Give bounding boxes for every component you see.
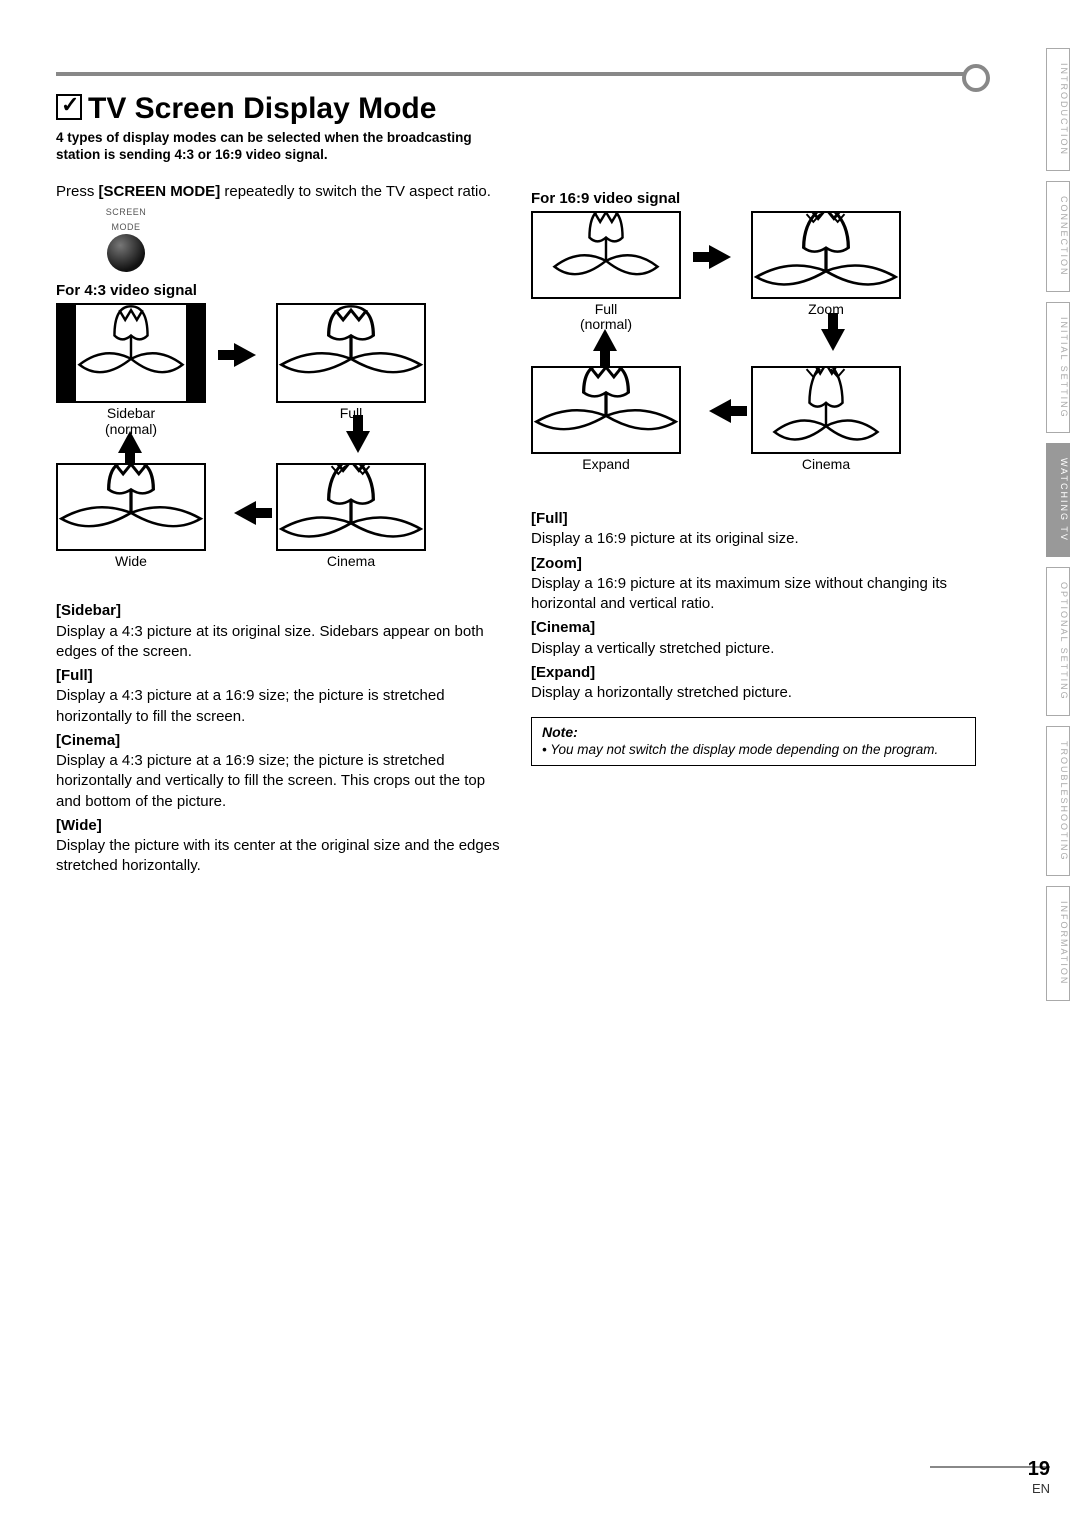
desc-block-16-9: [Full]Display a 16:9 picture at its orig… bbox=[531, 509, 976, 703]
right-column: For 16:9 video signal Full(normal) Zoom bbox=[531, 182, 976, 877]
intro-para: Press [SCREEN MODE] repeatedly to switch… bbox=[56, 182, 501, 202]
mode-sublabel: (normal) bbox=[56, 422, 206, 437]
mode-frame bbox=[56, 303, 206, 403]
screen-mode-button-graphic: SCREEN MODE bbox=[96, 208, 156, 272]
cycle-diagram-4-3: Sidebar(normal) Full Wide Cinem bbox=[56, 303, 456, 593]
desc-block-4-3: [Sidebar]Display a 4:3 picture at its or… bbox=[56, 601, 501, 876]
mode-sublabel: (normal) bbox=[531, 317, 681, 332]
arrow-right-icon bbox=[709, 245, 731, 269]
page-lang: EN bbox=[1028, 1481, 1050, 1496]
desc-text: Display a horizontally stretched picture… bbox=[531, 683, 976, 703]
arrow-down-icon bbox=[346, 431, 370, 453]
desc-text: Display a vertically stretched picture. bbox=[531, 639, 976, 659]
desc-heading: [Full] bbox=[531, 509, 976, 529]
mode-label: Expand bbox=[531, 457, 681, 472]
desc-heading: [Full] bbox=[56, 666, 501, 686]
arrow-down-icon bbox=[821, 329, 845, 351]
mode-wide: Wide bbox=[56, 463, 206, 569]
header-rule bbox=[56, 72, 976, 76]
mode-label: Sidebar bbox=[56, 406, 206, 421]
desc-text: Display a 16:9 picture at its original s… bbox=[531, 529, 976, 549]
mode-cinema: Cinema bbox=[751, 366, 901, 472]
mode-label: Wide bbox=[56, 554, 206, 569]
desc-text: Display a 4:3 picture at a 16:9 size; th… bbox=[56, 686, 501, 727]
left-column: Press [SCREEN MODE] repeatedly to switch… bbox=[56, 182, 501, 877]
button-label-line2: MODE bbox=[96, 223, 156, 232]
mode-cinema: Cinema bbox=[276, 463, 426, 569]
page-title: TV Screen Display Mode bbox=[56, 92, 436, 126]
page-number: 19 bbox=[1028, 1458, 1050, 1481]
desc-text: Display a 16:9 picture at its maximum si… bbox=[531, 574, 976, 615]
note-list: You may not switch the display mode depe… bbox=[542, 742, 965, 757]
mode-frame bbox=[56, 463, 206, 551]
left-heading: For 4:3 video signal bbox=[56, 282, 501, 299]
button-label-line1: SCREEN bbox=[96, 208, 156, 217]
page-title-text: TV Screen Display Mode bbox=[88, 92, 436, 125]
desc-heading: [Cinema] bbox=[56, 731, 501, 751]
desc-heading: [Zoom] bbox=[531, 554, 976, 574]
side-tab-troubleshooting[interactable]: TROUBLESHOOTING bbox=[1046, 726, 1070, 877]
desc-text: Display a 4:3 picture at its original si… bbox=[56, 622, 501, 663]
note-item: You may not switch the display mode depe… bbox=[554, 742, 965, 757]
content-columns: Press [SCREEN MODE] repeatedly to switch… bbox=[56, 182, 976, 877]
mode-full: Full(normal) bbox=[531, 211, 681, 333]
mode-frame bbox=[276, 303, 426, 403]
desc-text: Display the picture with its center at t… bbox=[56, 836, 501, 877]
arrow-left-icon bbox=[709, 399, 731, 423]
mode-frame bbox=[531, 366, 681, 454]
mode-frame bbox=[751, 211, 901, 299]
mode-label: Zoom bbox=[751, 302, 901, 317]
mode-frame bbox=[751, 366, 901, 454]
side-tab-optional-setting[interactable]: OPTIONAL SETTING bbox=[1046, 567, 1070, 716]
desc-heading: [Wide] bbox=[56, 816, 501, 836]
side-tab-initial-setting[interactable]: INITIAL SETTING bbox=[1046, 302, 1070, 434]
page-lede: 4 types of display modes can be selected… bbox=[56, 130, 516, 164]
mode-expand: Expand bbox=[531, 366, 681, 472]
mode-label: Full bbox=[531, 302, 681, 317]
arrow-left-icon bbox=[234, 501, 256, 525]
cycle-diagram-16-9: Full(normal) Zoom Expand bbox=[531, 211, 931, 501]
desc-text: Display a 4:3 picture at a 16:9 size; th… bbox=[56, 751, 501, 812]
mode-zoom: Zoom bbox=[751, 211, 901, 317]
desc-heading: [Sidebar] bbox=[56, 601, 501, 621]
mode-label: Full bbox=[276, 406, 426, 421]
desc-heading: [Expand] bbox=[531, 663, 976, 683]
note-box: Note: You may not switch the display mod… bbox=[531, 717, 976, 766]
mode-frame bbox=[276, 463, 426, 551]
checkbox-icon bbox=[56, 94, 82, 120]
mode-full: Full bbox=[276, 303, 426, 421]
desc-heading: [Cinema] bbox=[531, 618, 976, 638]
button-circle-icon bbox=[107, 234, 145, 272]
mode-sidebar: Sidebar(normal) bbox=[56, 303, 206, 437]
side-tab-information[interactable]: INFORMATION bbox=[1046, 886, 1070, 1000]
right-heading: For 16:9 video signal bbox=[531, 190, 976, 207]
mode-frame bbox=[531, 211, 681, 299]
side-tabs: INTRODUCTION CONNECTION INITIAL SETTING WAT… bbox=[1026, 48, 1070, 1011]
side-tab-watching-tv[interactable]: WATCHING TV bbox=[1046, 443, 1070, 557]
note-heading: Note: bbox=[542, 724, 965, 740]
side-tab-connection[interactable]: CONNECTION bbox=[1046, 181, 1070, 292]
mode-label: Cinema bbox=[276, 554, 426, 569]
mode-label: Cinema bbox=[751, 457, 901, 472]
arrow-right-icon bbox=[234, 343, 256, 367]
side-tab-introduction[interactable]: INTRODUCTION bbox=[1046, 48, 1070, 171]
footer: 19 EN bbox=[1028, 1458, 1050, 1496]
